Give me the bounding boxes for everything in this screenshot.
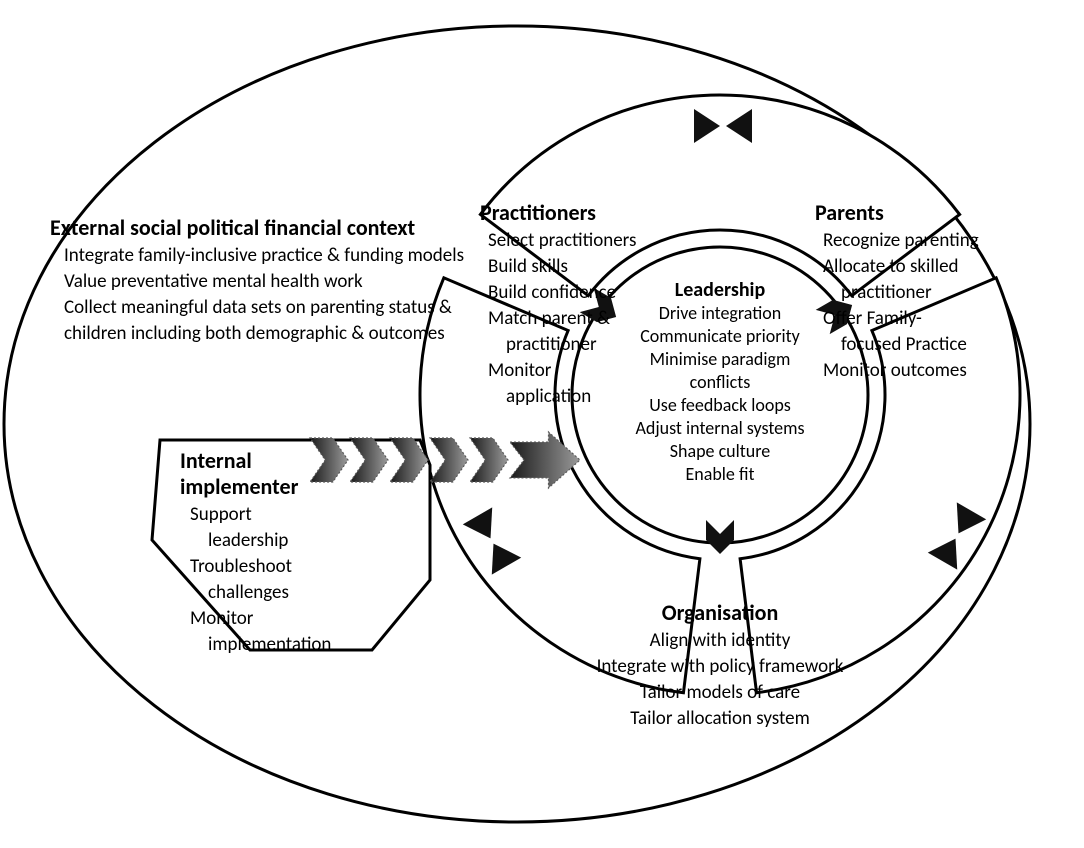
practitioners-item: Monitor [488, 359, 552, 382]
organisation-item: Tailor allocation system [630, 707, 810, 730]
parents-item: Recognize parenting [823, 229, 979, 252]
implementer-item: implementation [208, 633, 331, 656]
external-item: Value preventative mental health work [64, 270, 363, 293]
parents-item: practitioner [841, 281, 932, 304]
implementer-item: Support [190, 503, 252, 526]
implementer-item: Troubleshoot [190, 555, 293, 578]
practitioners-item: practitioner [506, 333, 597, 356]
implementer-title: implementer [180, 473, 299, 500]
leadership-item: Adjust internal systems [635, 417, 804, 439]
leadership-item: Minimise paradigm [650, 348, 791, 370]
parents-item: Monitor outcomes [823, 359, 967, 382]
practitioners-item: Build skills [488, 255, 568, 278]
parents-item: focused Practice [841, 333, 967, 356]
parents-item: Offer Family- [823, 307, 922, 330]
practitioners-item: Match parent & [488, 307, 610, 330]
practitioners-item: Build confidence [488, 281, 616, 304]
leadership-item: Drive integration [659, 302, 781, 324]
diagram-root: External social political financial cont… [0, 0, 1084, 848]
practitioners-item: application [506, 385, 591, 408]
leadership-item: conflicts [690, 371, 751, 393]
practitioners-title: Practitioners [480, 199, 596, 226]
implementer-title: Internal [180, 447, 252, 474]
parents-item: Allocate to skilled [823, 255, 959, 278]
leadership-item: Use feedback loops [649, 394, 791, 416]
leadership-item: Shape culture [670, 440, 771, 462]
implementer-item: leadership [208, 529, 288, 552]
external-item: Collect meaningful data sets on parentin… [64, 296, 452, 319]
external-item: children including both demographic & ou… [64, 322, 445, 345]
organisation-item: Integrate with policy framework [597, 655, 844, 678]
leadership-item: Communicate priority [640, 325, 800, 347]
leadership-item: Enable fit [685, 463, 754, 485]
implementer-item: challenges [208, 581, 289, 604]
implementer-item: Monitor [190, 607, 254, 630]
organisation-item: Align with identity [650, 629, 791, 652]
external-title: External social political financial cont… [50, 214, 415, 241]
parents-title: Parents [815, 199, 884, 226]
external-item: Integrate family-inclusive practice & fu… [64, 244, 464, 267]
organisation-title: Organisation [662, 599, 779, 626]
organisation-item: Tailor models of care [640, 681, 800, 704]
practitioners-item: Select practitioners [488, 229, 636, 252]
leadership-title: Leadership [675, 278, 766, 302]
